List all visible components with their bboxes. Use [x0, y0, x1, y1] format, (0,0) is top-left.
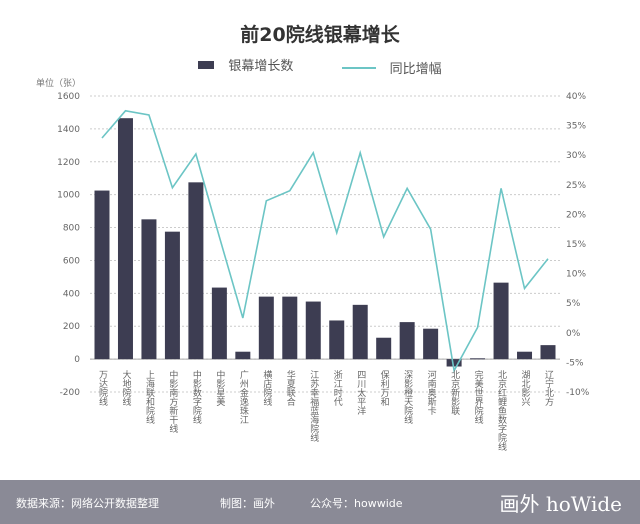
bar — [376, 337, 392, 360]
category-label: 浙江时代 — [332, 369, 343, 407]
right-tick-label: 5% — [566, 299, 581, 309]
category-label: 北京新影联 — [449, 370, 460, 416]
right-tick-label: 40% — [566, 92, 586, 102]
legend-item-line: 同比增幅 — [341, 58, 442, 77]
left-tick-label: -200 — [60, 388, 81, 398]
bar — [141, 219, 157, 360]
category-label: 江苏幸福蓝海院线 — [308, 370, 319, 442]
left-tick-label: 200 — [63, 322, 80, 332]
right-tick-label: 10% — [566, 270, 586, 280]
right-tick-label: 0% — [566, 329, 581, 339]
bar — [164, 231, 180, 360]
left-tick-label: 1200 — [57, 158, 80, 168]
legend-swatch-bar — [198, 60, 215, 69]
bar — [235, 351, 251, 360]
right-tick-label: 25% — [566, 181, 586, 191]
logo: 画外 hoWide — [499, 492, 622, 516]
category-label: 万达院线 — [97, 370, 108, 406]
left-tick-label: 1600 — [57, 92, 80, 102]
category-label: 中影星美 — [214, 369, 225, 407]
category-label: 横店院线 — [261, 369, 272, 406]
category-label: 北京红鲤鱼数字院线 — [496, 370, 507, 451]
footer-maker: 制图：画外 — [220, 497, 275, 510]
footer-source: 数据来源：网络公开数据整理 — [16, 497, 159, 510]
legend-swatch-line — [341, 66, 376, 69]
chart-plot: -200 0 200 400 600 800 1000 1200 1400 1600 -10% -5%… — [57, 92, 590, 451]
bar — [94, 190, 110, 360]
unit-label: 单位（张） — [36, 79, 82, 89]
footer: 数据来源：网络公开数据整理 制图：画外 公众号：howwide 画外 hoWid… — [0, 480, 640, 524]
legend-item-bars: 银幕增长数 — [198, 55, 293, 74]
category-label: 上海联和院线 — [144, 370, 155, 424]
category-label: 中影数字院线 — [191, 369, 202, 424]
category-label: 华夏联合 — [285, 369, 296, 407]
bar — [493, 282, 509, 360]
legend-label-bars: 银幕增长数 — [228, 59, 294, 74]
bar — [211, 287, 227, 360]
legend-label-line: 同比增幅 — [389, 62, 442, 77]
bar — [540, 345, 556, 360]
right-tick-label: 35% — [566, 122, 586, 132]
category-label: 广州金逸珠江 — [238, 369, 249, 425]
bar — [423, 328, 439, 360]
footer-account: 公众号：howwide — [310, 497, 403, 510]
category-label: 四川太平洋 — [355, 370, 366, 416]
legend: 银幕增长数 同比增幅 — [0, 55, 640, 77]
category-label: 保利万和 — [379, 369, 390, 407]
left-tick-label: 1000 — [57, 191, 80, 201]
growth-line — [101, 109, 549, 374]
bar — [117, 118, 133, 360]
category-label: 完美世界院线 — [473, 369, 484, 424]
left-tick-label: 0 — [74, 355, 80, 365]
right-tick-label: 20% — [566, 210, 586, 220]
category-label: 中影南方新干线 — [167, 369, 178, 433]
bar — [329, 320, 345, 360]
bar — [258, 296, 274, 360]
right-tick-label: -5% — [566, 358, 584, 368]
left-tick-label: 800 — [63, 224, 80, 234]
category-label: 大地院线 — [120, 369, 131, 406]
bar — [188, 182, 204, 360]
category-label: 河南奥斯卡 — [426, 369, 437, 416]
bar — [470, 358, 486, 360]
right-tick-label: 15% — [566, 240, 586, 250]
left-tick-label: 400 — [63, 289, 80, 299]
bar — [352, 304, 368, 360]
category-label: 辽宁北方 — [543, 370, 554, 407]
chart-title: 前20院线银幕增长 — [240, 24, 400, 46]
bar — [399, 322, 415, 360]
right-tick-label: -10% — [566, 388, 590, 398]
bar — [282, 296, 298, 360]
bar — [517, 351, 533, 360]
left-tick-label: 1400 — [57, 125, 80, 135]
category-label: 湖北影兴 — [520, 370, 531, 407]
bar — [305, 301, 321, 360]
bar — [446, 359, 462, 367]
right-tick-label: 30% — [566, 151, 586, 161]
left-tick-label: 600 — [63, 256, 80, 266]
category-label: 深影橙天院线 — [402, 370, 413, 424]
